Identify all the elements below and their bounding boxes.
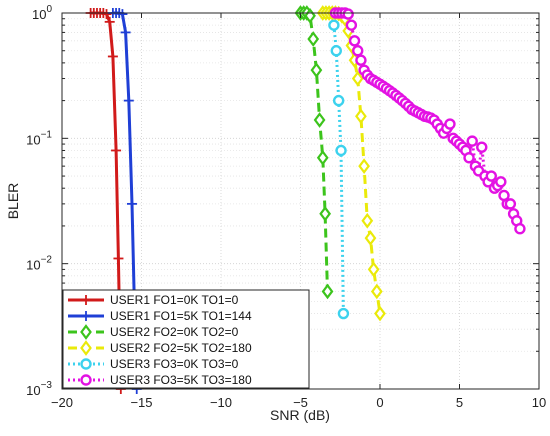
data-point xyxy=(370,283,383,300)
legend-label: USER2 FO2=0K TO2=0 xyxy=(110,325,239,339)
legend-box xyxy=(62,289,310,389)
data-point xyxy=(319,205,332,222)
data-point xyxy=(355,108,367,125)
y-tick-label: 10−1 xyxy=(26,129,52,147)
data-point xyxy=(107,51,118,62)
data-point xyxy=(476,141,488,153)
y-tick-labels: 100 10−1 10−2 10−3 xyxy=(26,4,52,398)
data-point xyxy=(126,198,137,209)
x-tick-label: −20 xyxy=(51,395,73,410)
data-point xyxy=(111,145,122,156)
legend-marker xyxy=(80,340,92,356)
data-point xyxy=(313,112,326,128)
data-point xyxy=(352,45,364,57)
x-tick-label: 0 xyxy=(376,395,383,410)
x-tick-label: 10 xyxy=(532,395,546,410)
data-point xyxy=(361,212,374,229)
legend-marker xyxy=(80,358,92,370)
data-point xyxy=(348,35,361,47)
data-point xyxy=(345,19,358,31)
legend-marker xyxy=(81,295,91,305)
legend: USER1 FO1=0K TO1=0 USER1 FO1=5K TO1=144 US… xyxy=(62,289,310,389)
data-point xyxy=(351,70,364,87)
data-point xyxy=(504,198,517,210)
data-point xyxy=(307,31,320,47)
legend-item: USER3 FO3=5K TO3=180 xyxy=(68,373,252,387)
data-point xyxy=(330,45,342,57)
data-point xyxy=(321,283,334,300)
x-tick-label: −10 xyxy=(210,395,232,410)
legend-label: USER1 FO1=0K TO1=0 xyxy=(110,293,239,307)
data-point xyxy=(495,176,507,188)
data-point xyxy=(335,144,347,157)
legend-item: USER2 FO2=5K TO2=180 xyxy=(68,340,252,356)
data-point xyxy=(101,9,112,20)
legend-label: USER3 FO3=0K TO3=0 xyxy=(110,357,239,371)
x-tick-label: −15 xyxy=(130,395,152,410)
legend-marker xyxy=(81,311,91,321)
series-group xyxy=(329,7,526,235)
data-point xyxy=(466,135,478,147)
data-point xyxy=(328,19,340,31)
data-point xyxy=(342,8,354,20)
data-point xyxy=(367,261,380,278)
legend-item: USER3 FO3=0K TO3=0 xyxy=(68,357,239,371)
data-point xyxy=(113,253,124,264)
x-axis-label: SNR (dB) xyxy=(270,407,330,423)
x-tick-label: 5 xyxy=(456,395,463,410)
data-point xyxy=(355,54,367,66)
data-point xyxy=(332,94,345,107)
legend-item: USER1 FO1=5K TO1=144 xyxy=(68,309,252,323)
data-point xyxy=(485,170,497,182)
legend-label: USER2 FO2=5K TO2=180 xyxy=(110,341,252,355)
data-point xyxy=(364,230,377,246)
data-point xyxy=(374,305,386,322)
series-layer xyxy=(85,5,526,394)
data-point xyxy=(310,62,323,78)
legend-item: USER1 FO1=0K TO1=0 xyxy=(68,293,239,307)
y-tick-label: 10−2 xyxy=(26,255,52,273)
x-tick-label: −5 xyxy=(293,395,308,410)
legend-label: USER1 FO1=5K TO1=144 xyxy=(110,309,252,323)
x-tick-labels: −20 −15 −10 −5 0 5 10 xyxy=(51,395,546,410)
legend-item: USER2 FO2=0K TO2=0 xyxy=(68,324,239,340)
y-tick-label: 100 xyxy=(32,4,52,22)
data-point xyxy=(120,27,131,38)
y-axis-label: BLER xyxy=(5,183,21,220)
data-point xyxy=(463,152,475,164)
data-point xyxy=(444,118,456,130)
y-tick-label: 10−3 xyxy=(26,380,52,398)
data-point xyxy=(316,149,329,166)
data-point xyxy=(514,223,526,235)
legend-items: USER1 FO1=0K TO1=0 USER1 FO1=5K TO1=144 US… xyxy=(68,293,252,387)
data-point xyxy=(123,95,134,106)
legend-marker xyxy=(80,324,92,340)
legend-label: USER3 FO3=5K TO3=180 xyxy=(110,373,252,387)
data-point xyxy=(117,9,128,20)
data-point xyxy=(104,16,115,27)
series-group xyxy=(328,19,350,320)
legend-marker xyxy=(80,374,92,386)
data-point xyxy=(337,307,350,320)
data-point xyxy=(358,158,370,174)
